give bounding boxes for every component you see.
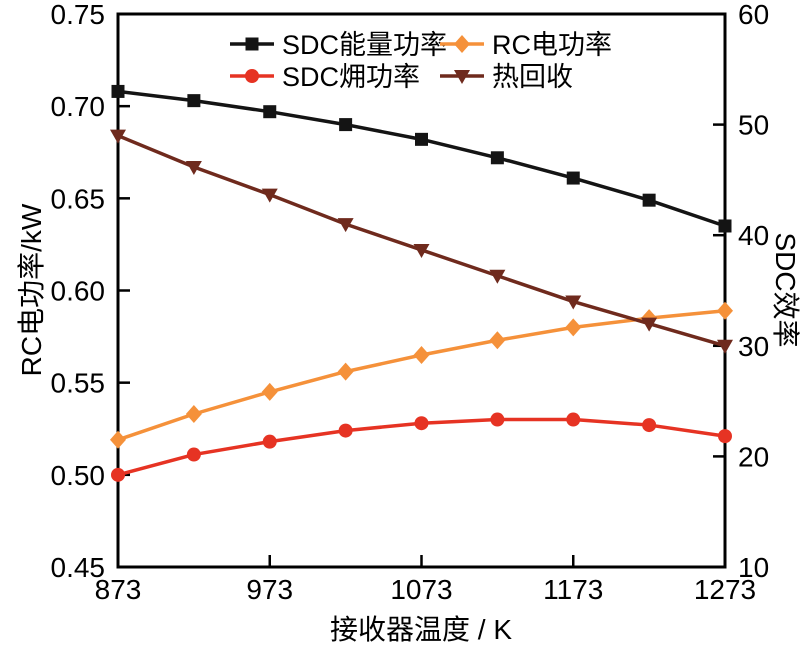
x-tick-label: 973 <box>246 574 293 605</box>
y-left-tick-label: 0.45 <box>51 552 106 583</box>
legend-item: SDC㶲功率 <box>230 62 420 92</box>
series-marker <box>490 151 504 165</box>
series-marker <box>263 105 277 119</box>
right-axis-title: SDC效率 <box>770 232 801 348</box>
legend-item: RC电功率 <box>440 30 612 60</box>
series-marker <box>717 339 733 354</box>
series-marker <box>413 346 430 365</box>
y-right-tick-label: 40 <box>738 220 769 251</box>
y-right-tick-label: 60 <box>738 0 769 30</box>
legend-label: SDC㶲功率 <box>282 62 420 92</box>
series-marker <box>414 416 429 431</box>
x-tick-label: 1273 <box>694 574 756 605</box>
plot-frame <box>116 12 727 569</box>
series-line <box>117 134 726 348</box>
series-marker <box>489 331 506 350</box>
y-left-tick-label: 0.65 <box>51 183 106 214</box>
series-marker <box>338 423 353 438</box>
series-marker <box>261 188 278 203</box>
x-tick-label: 873 <box>95 574 142 605</box>
x-tick-label: 1173 <box>543 574 603 605</box>
legend: SDC能量功率 RC电功率 SDC㶲功率 热回收 <box>230 30 612 92</box>
series-marker <box>110 129 126 144</box>
series-marker <box>566 171 580 185</box>
series-marker <box>337 362 354 381</box>
series-marker <box>641 317 658 332</box>
series-marker <box>415 132 428 146</box>
y-right-tick-label: 10 <box>738 552 769 583</box>
legend-label: RC电功率 <box>492 30 612 60</box>
series-marker <box>111 84 125 98</box>
legend-item: 热回收 <box>440 62 573 92</box>
y-left-tick-label: 0.75 <box>51 0 106 30</box>
y-right-tick-label: 20 <box>738 441 769 472</box>
series-marker <box>717 301 733 320</box>
legend-marker <box>454 35 470 53</box>
y-left-tick-label: 0.55 <box>51 368 106 399</box>
series-marker <box>110 430 126 449</box>
x-axis-title: 接收器温度 / K <box>329 614 513 645</box>
legend-marker <box>245 37 259 51</box>
series-marker <box>642 418 657 433</box>
series-marker <box>337 218 354 233</box>
series-marker <box>185 405 202 424</box>
y-left-tick-label: 0.60 <box>51 276 106 307</box>
series-marker <box>566 412 581 427</box>
legend-label: 热回收 <box>492 62 573 92</box>
series-marker <box>565 295 582 310</box>
series-marker <box>413 243 430 258</box>
series-marker <box>718 429 732 444</box>
series-marker <box>261 382 278 401</box>
series-marker <box>489 269 506 284</box>
series-marker <box>565 318 582 337</box>
series-marker <box>187 94 201 108</box>
legend-label: SDC能量功率 <box>282 30 447 60</box>
series-marker <box>262 434 277 449</box>
y-left-tick-label: 0.70 <box>51 91 106 122</box>
left-axis-title: RC电功率/kW <box>16 203 47 377</box>
legend-marker <box>454 70 470 84</box>
series-1 <box>111 412 732 482</box>
series-marker <box>718 219 732 233</box>
legend-item: SDC能量功率 <box>230 30 447 60</box>
y-left-tick-label: 0.50 <box>51 460 106 491</box>
series-marker <box>111 467 125 482</box>
series-3 <box>110 129 733 354</box>
series-marker <box>185 160 202 175</box>
legend-marker <box>245 69 259 83</box>
y-right-tick-label: 30 <box>738 331 769 362</box>
series-marker <box>186 447 201 462</box>
series-marker <box>490 412 505 427</box>
x-tick-label: 1073 <box>390 574 452 605</box>
series-0 <box>111 84 732 233</box>
series-marker <box>339 118 353 132</box>
y-right-tick-label: 50 <box>738 110 769 141</box>
series-line <box>117 89 726 228</box>
series-marker <box>642 193 656 207</box>
